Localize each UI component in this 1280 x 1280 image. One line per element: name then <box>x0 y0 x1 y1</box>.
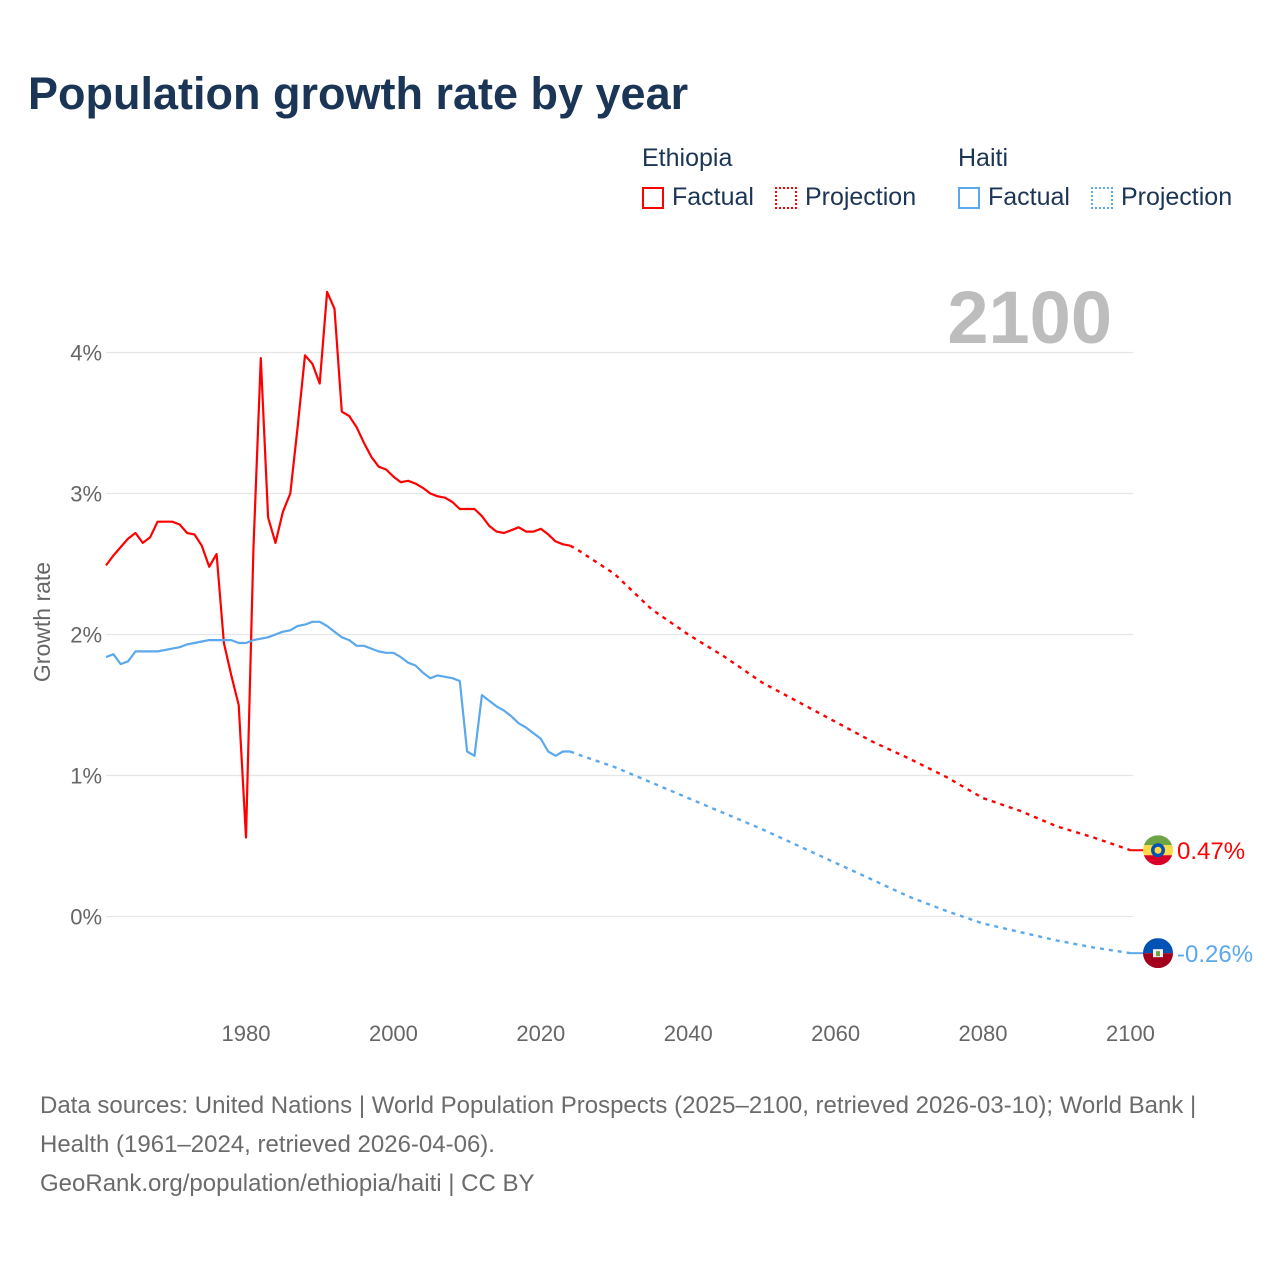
x-tick-label: 2040 <box>664 1021 713 1046</box>
legend-label: Factual <box>988 183 1070 211</box>
haiti-projection-line <box>569 750 1131 955</box>
haiti-end-value-label: -0.26% <box>1177 941 1253 968</box>
year-display: 2100 <box>947 276 1112 359</box>
data-sources: Data sources: United Nations | World Pop… <box>40 1092 1197 1158</box>
y-tick-label: 1% <box>70 764 102 789</box>
ethiopia-end-value-label: 0.47% <box>1177 838 1245 865</box>
legend-label: Factual <box>672 183 754 211</box>
x-tick-label: 2020 <box>516 1021 565 1046</box>
x-tick-label: 1980 <box>222 1021 271 1046</box>
legend-ethiopia-projection[interactable]: Projection <box>774 183 917 212</box>
credit-link[interactable]: GeoRank.org/population/ethiopia/haiti | … <box>40 1170 535 1197</box>
dotted-swatch-icon <box>1090 186 1113 209</box>
legend-haiti-projection[interactable]: Projection <box>1090 183 1233 212</box>
legend-label: Projection <box>804 183 917 211</box>
x-tick-label: 2060 <box>811 1021 860 1046</box>
x-tick-label: 2000 <box>369 1021 418 1046</box>
legend-ethiopia-factual[interactable]: Factual <box>642 183 754 212</box>
x-tick-label: 2100 <box>1106 1021 1155 1046</box>
ethiopia-flag-icon <box>1143 835 1173 866</box>
y-axis-label: Growth rate <box>29 562 55 682</box>
y-tick-label: 3% <box>70 482 102 507</box>
haiti-factual-line <box>105 620 571 757</box>
solid-swatch-icon <box>958 186 980 209</box>
y-tick-label: 2% <box>70 623 102 648</box>
y-tick-label: 4% <box>70 341 102 366</box>
y-tick-label: 0% <box>70 905 102 930</box>
page-title: Population growth rate by year <box>28 68 689 119</box>
dotted-swatch-icon <box>774 186 797 209</box>
ethiopia-factual-line <box>105 290 571 839</box>
legend-group-label: Ethiopia <box>642 144 733 172</box>
legend-group-label: Haiti <box>958 144 1009 172</box>
legend-label: Projection <box>1120 183 1233 211</box>
solid-swatch-icon <box>642 186 664 209</box>
legend-ethiopia: Ethiopia Factual Projection <box>642 144 930 216</box>
footer: Data sources: United Nations | World Pop… <box>40 1086 1240 1203</box>
legend-haiti-factual[interactable]: Factual <box>958 183 1070 212</box>
legend-haiti: Haiti Factual Projection <box>958 144 1232 216</box>
x-tick-label: 2080 <box>959 1021 1008 1046</box>
ethiopia-projection-line <box>569 544 1131 852</box>
haiti-flag-icon <box>1143 938 1173 969</box>
